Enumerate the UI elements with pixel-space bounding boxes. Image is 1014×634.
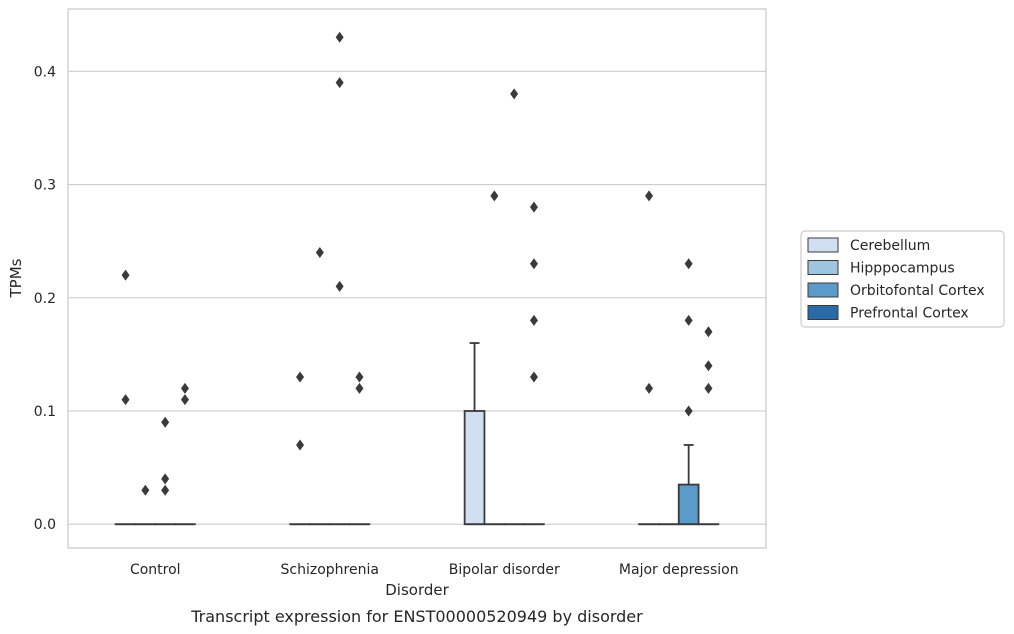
plot-frame	[67, 8, 767, 549]
x-tick-label: Schizophrenia	[281, 562, 379, 578]
outlier-point	[490, 190, 499, 202]
x-axis-ticks: Control Schizophrenia Bipolar disorder Majo…	[130, 562, 739, 578]
outlier-point	[684, 258, 693, 270]
outlier-point	[296, 371, 305, 383]
chart-caption: Transcript expression for ENST0000052094…	[190, 607, 643, 626]
x-tick-label: Bipolar disorder	[449, 562, 560, 578]
legend-swatch	[807, 237, 839, 253]
outlier-point	[355, 382, 364, 394]
outlier-point	[704, 382, 713, 394]
y-axis-title: TPMs	[7, 258, 25, 298]
outlier-point	[335, 31, 344, 43]
x-tick-label: Major depression	[619, 562, 739, 578]
legend-frame	[800, 230, 1005, 328]
legend-swatch	[807, 305, 839, 320]
x-axis-title: Disorder	[385, 581, 449, 599]
outlier-point	[529, 314, 538, 326]
y-tick-label: 0.0	[34, 517, 56, 533]
outlier-point	[161, 416, 170, 428]
outlier-point	[335, 280, 344, 292]
y-tick-label: 0.2	[34, 291, 56, 307]
box	[677, 483, 700, 526]
y-tick-label: 0.4	[34, 64, 56, 80]
outlier-point	[704, 360, 713, 372]
outlier-point	[315, 246, 324, 258]
outlier-point	[529, 258, 538, 270]
legend-swatch	[807, 260, 839, 275]
outlier-point	[684, 314, 693, 326]
legend-swatch	[807, 282, 839, 298]
outlier-point	[141, 484, 150, 496]
y-tick-label: 0.1	[34, 404, 56, 420]
outlier-point	[510, 88, 519, 100]
box	[463, 410, 486, 526]
outlier-point	[645, 190, 654, 202]
legend-label: Orbitofontal Cortex	[850, 283, 985, 299]
legend-label: Hipppocampus	[850, 261, 955, 277]
outlier-point	[161, 473, 170, 485]
box-plot-area	[114, 31, 720, 526]
outlier-point	[121, 269, 130, 281]
y-tick-label: 0.3	[34, 178, 56, 194]
legend-label: Cerebellum	[850, 238, 930, 254]
x-tick-label: Control	[130, 562, 181, 578]
legend: Cerebellum Hipppocampus Orbitofontal Corte…	[800, 230, 1005, 328]
outlier-point	[121, 394, 130, 406]
outlier-point	[684, 405, 693, 417]
outlier-point	[529, 371, 538, 383]
outlier-point	[180, 382, 189, 394]
outlier-point	[161, 484, 170, 496]
y-axis-ticks: 0.0 0.1 0.2 0.3 0.4	[34, 64, 56, 533]
legend-label: Prefrontal Cortex	[850, 306, 969, 322]
outlier-point	[296, 439, 305, 451]
outlier-point	[704, 326, 713, 338]
outlier-point	[645, 382, 654, 394]
outlier-point	[529, 201, 538, 213]
outlier-point	[180, 394, 189, 406]
outlier-point	[355, 371, 364, 383]
outlier-point	[335, 77, 344, 89]
